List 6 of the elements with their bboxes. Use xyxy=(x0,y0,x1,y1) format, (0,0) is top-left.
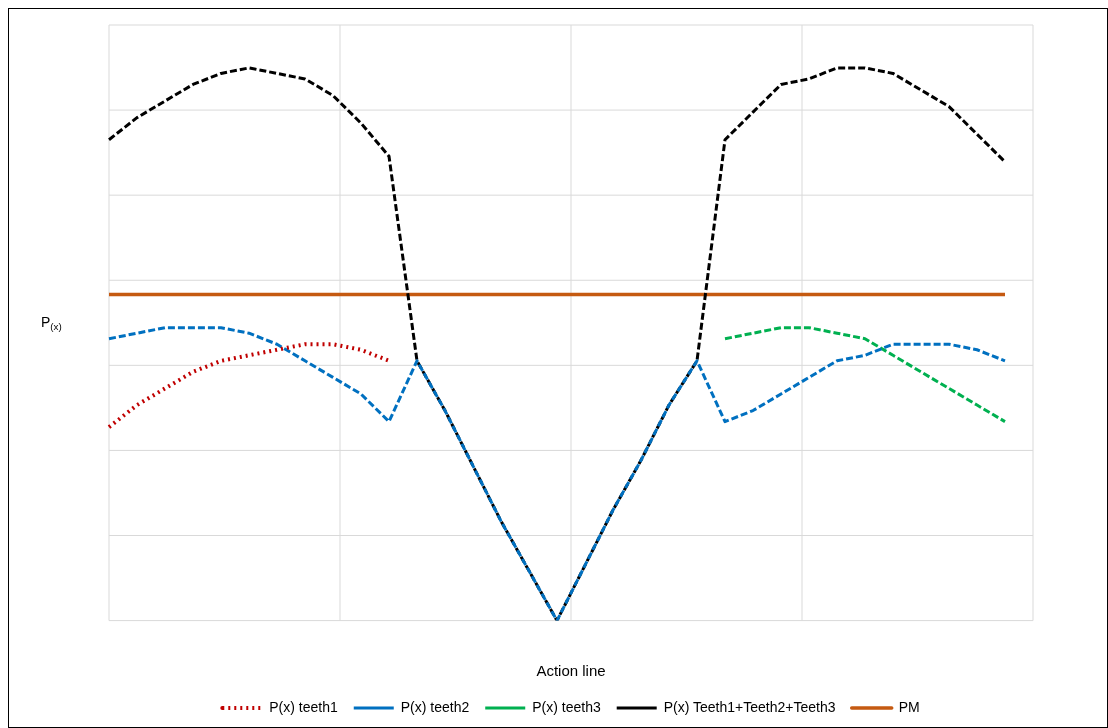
legend-label: PM xyxy=(898,698,920,715)
legend-label: P(x) teeth2 xyxy=(400,698,470,715)
legend-label: P(x) teeth1 xyxy=(269,698,338,715)
x-axis-title: Action line xyxy=(536,662,606,680)
legend-label: P(x) teeth3 xyxy=(532,698,601,715)
legend-label: P(x) Teeth1+Teeth2+Teeth3 xyxy=(663,698,836,715)
